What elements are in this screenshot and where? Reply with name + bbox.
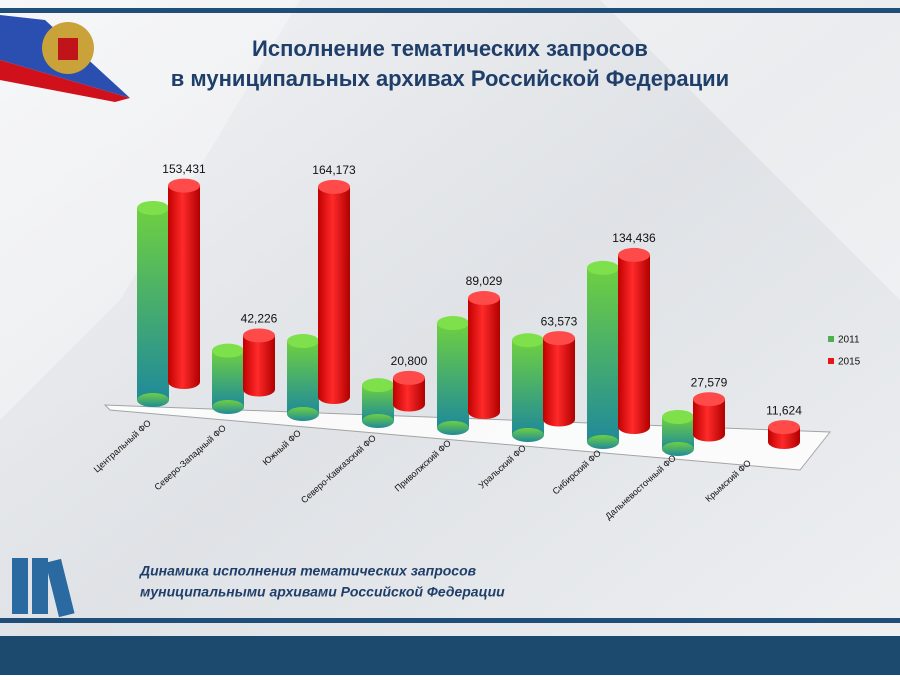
value-label: 20,800 (391, 354, 428, 368)
bar-cap (212, 343, 244, 358)
bar-cap (137, 201, 169, 215)
bar-base (512, 428, 544, 442)
legend-label: 2015 (838, 357, 861, 368)
bar (318, 186, 350, 397)
bar (243, 335, 275, 390)
title: Исполнение тематических запросов (252, 36, 648, 61)
bar-cap (693, 392, 725, 407)
value-label: 63,573 (541, 314, 578, 328)
bar-base (618, 420, 650, 434)
bar (468, 298, 500, 412)
bar (512, 340, 544, 435)
value-label: 134,436 (612, 231, 656, 245)
bar-base (587, 435, 619, 449)
caption: муниципальными архивами Российской Федер… (140, 584, 505, 600)
bar-base (693, 427, 725, 442)
legend-swatch (828, 358, 834, 364)
bar-cap (168, 178, 200, 193)
bar-cap (512, 333, 544, 348)
bar-base (468, 405, 500, 419)
flag (0, 60, 130, 102)
bottom-rule (0, 618, 900, 623)
bar (168, 185, 200, 382)
value-label: 27,579 (691, 375, 728, 389)
bar-base (318, 390, 350, 404)
bar-base (212, 400, 244, 414)
value-label: 164,173 (312, 163, 356, 177)
top-rule (0, 8, 900, 13)
bar-base (768, 435, 800, 449)
bar-base (662, 442, 694, 456)
caption: Динамика исполнения тематических запросо… (139, 563, 477, 579)
value-label: 153,431 (162, 162, 206, 176)
bar-base (393, 397, 425, 412)
value-label: 89,029 (466, 274, 503, 288)
bar-cap (543, 331, 575, 346)
legend-label: 2011 (838, 335, 860, 346)
decor (600, 0, 900, 300)
bar (437, 323, 469, 428)
bar (287, 341, 319, 414)
bar (543, 338, 575, 420)
bar-cap (468, 291, 500, 306)
bar-cap (437, 316, 469, 331)
bar-base (543, 412, 575, 427)
bar (618, 254, 650, 427)
bar (137, 208, 169, 400)
value-label: 42,226 (241, 312, 278, 326)
bar-cap (662, 410, 694, 424)
value-label: 11,624 (766, 403, 802, 417)
bar-base (437, 421, 469, 435)
legend-swatch (828, 336, 834, 342)
bar-base (287, 407, 319, 421)
title: в муниципальных архивах Российской Федер… (171, 66, 729, 91)
bar (587, 267, 619, 442)
bar-base (168, 375, 200, 389)
bar-cap (243, 328, 275, 343)
bar-base (137, 393, 169, 407)
bar-base (362, 414, 394, 428)
bar (212, 350, 244, 407)
emblem (58, 38, 78, 60)
bar-base (243, 382, 275, 397)
bar-cap (287, 334, 319, 349)
bar-cap (768, 420, 800, 435)
bar-cap (587, 260, 619, 275)
bar-cap (393, 370, 425, 385)
footer-band (0, 636, 900, 675)
bar-cap (318, 179, 350, 194)
bar-cap (618, 247, 650, 262)
icon (12, 558, 75, 618)
bar-cap (362, 378, 394, 393)
